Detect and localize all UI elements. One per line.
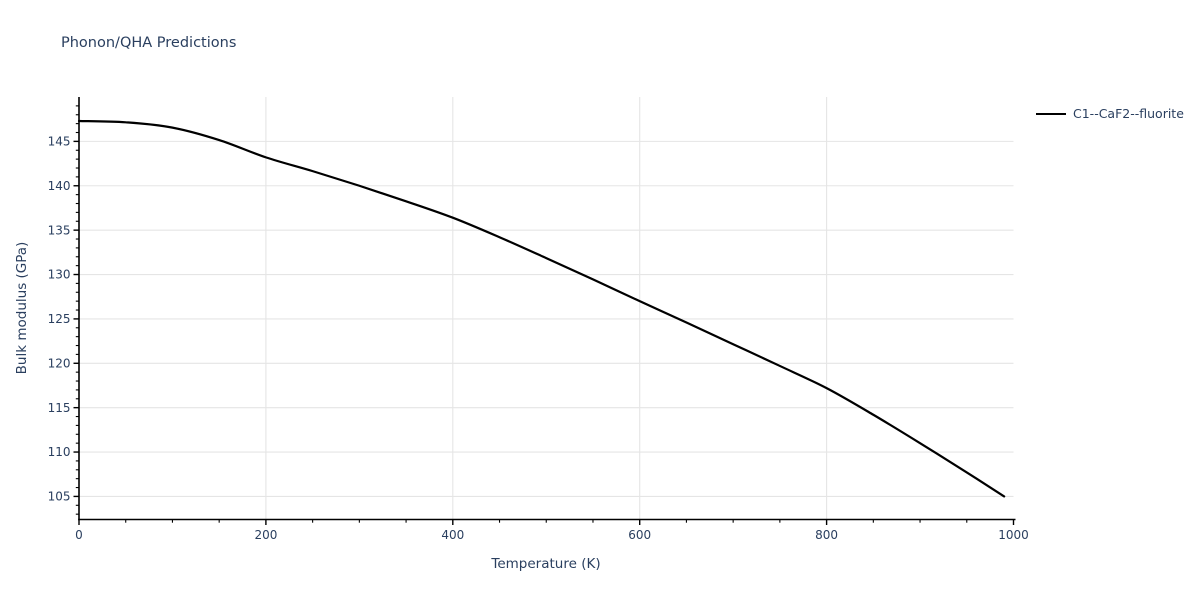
x-axis-label: Temperature (K) [491, 556, 601, 572]
legend-label: C1--CaF2--fluorite [1073, 106, 1184, 121]
x-tick-label: 800 [815, 528, 838, 542]
x-tick-label: 1000 [998, 528, 1029, 542]
y-tick-label: 120 [48, 356, 71, 370]
legend: C1--CaF2--fluorite [1036, 106, 1184, 121]
x-tick-label: 600 [628, 528, 651, 542]
y-tick-label: 125 [48, 312, 71, 326]
x-tick-label: 0 [75, 528, 83, 542]
y-tick-label: 145 [48, 135, 71, 149]
y-tick-label: 135 [48, 223, 71, 237]
x-tick-label: 400 [441, 528, 464, 542]
y-axis-label: Bulk modulus (GPa) [14, 241, 30, 375]
y-tick-label: 140 [48, 179, 71, 193]
series-line [77, 119, 1006, 498]
y-tick-label: 130 [48, 268, 71, 282]
x-tick-label: 200 [254, 528, 277, 542]
y-tick-label: 105 [48, 490, 71, 504]
y-tick-label: 110 [48, 445, 71, 459]
chart-title: Phonon/QHA Predictions [61, 35, 237, 51]
y-tick-label: 115 [48, 401, 71, 415]
legend-line-swatch [1036, 112, 1066, 115]
